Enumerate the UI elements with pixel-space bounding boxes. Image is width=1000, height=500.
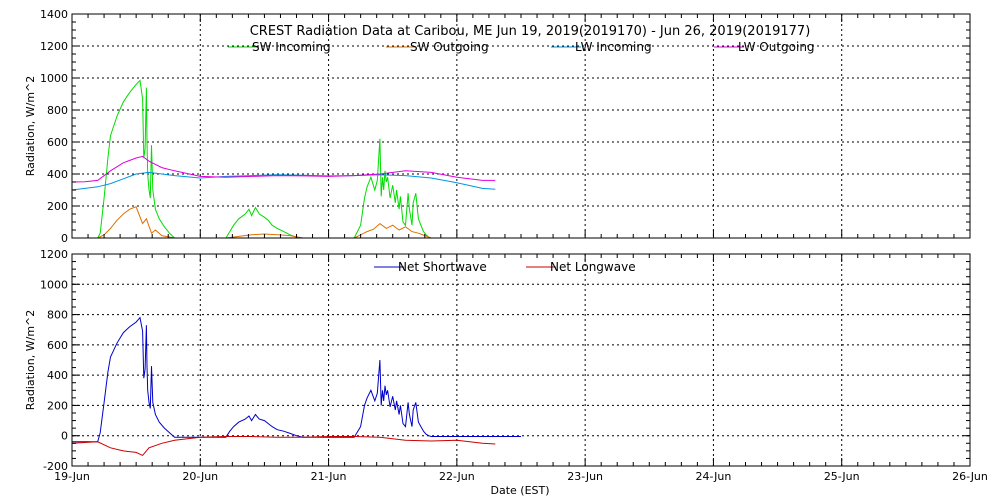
chart-title: CREST Radiation Data at Caribou, ME Jun … bbox=[250, 24, 811, 39]
x-axis-label: Date (EST) bbox=[490, 484, 549, 497]
x-tick-label: 22-Jun bbox=[439, 470, 475, 483]
x-tick-label: 25-Jun bbox=[824, 470, 860, 483]
series-line-sw-outgoing bbox=[72, 206, 521, 239]
x-tick-labels: 19-Jun 20-Jun 21-Jun 22-Jun 23-Jun 24-Jun 25-J… bbox=[54, 470, 988, 483]
legend-entry: SW Incoming bbox=[252, 40, 331, 54]
y-tick-label: 1000 bbox=[40, 72, 68, 85]
bottom-panel-grid bbox=[72, 254, 970, 466]
bottom-y-axis-label: Radiation, W/m^2 bbox=[24, 310, 37, 411]
legend-entry: Net Shortwave bbox=[398, 260, 487, 274]
legend-entry: LW Incoming bbox=[575, 40, 652, 54]
x-tick-label: 26-Jun bbox=[952, 470, 988, 483]
y-tick-label: 200 bbox=[47, 200, 68, 213]
top-panel-grid bbox=[72, 14, 970, 238]
series-line-lw-incoming bbox=[71, 171, 496, 191]
series-line-net-shortwave bbox=[72, 316, 521, 443]
y-tick-label: 1000 bbox=[40, 278, 68, 291]
series-line-net-longwave bbox=[71, 436, 496, 457]
x-tick-label: 20-Jun bbox=[182, 470, 218, 483]
top-y-axis-label: Radiation, W/m^2 bbox=[24, 76, 37, 177]
y-tick-label: 600 bbox=[47, 136, 68, 149]
y-tick-label: 400 bbox=[47, 369, 68, 382]
y-tick-label: 0 bbox=[61, 430, 68, 443]
y-tick-label: -200 bbox=[43, 460, 68, 473]
x-tick-label: 24-Jun bbox=[696, 470, 732, 483]
legend-entry: SW Outgoing bbox=[410, 40, 489, 54]
y-tick-label: 600 bbox=[47, 339, 68, 352]
y-tick-label: 800 bbox=[47, 104, 68, 117]
series-line-lw-outgoing bbox=[71, 155, 496, 183]
legend-entry: LW Outgoing bbox=[738, 40, 815, 54]
y-tick-label: 1200 bbox=[40, 40, 68, 53]
y-tick-label: 1400 bbox=[40, 8, 68, 21]
y-tick-label: 1200 bbox=[40, 248, 68, 261]
top-panel-legend: SW Incoming SW Outgoing LW Incoming LW Outg… bbox=[228, 40, 815, 54]
x-tick-label: 23-Jun bbox=[567, 470, 603, 483]
y-tick-label: 200 bbox=[47, 399, 68, 412]
bottom-panel-series bbox=[71, 316, 521, 457]
top-panel: 0 200 400 600 800 1000 1200 1400 CREST Radiatio… bbox=[24, 8, 971, 245]
top-panel-series bbox=[71, 79, 521, 239]
bottom-panel-legend: Net Shortwave Net Longwave bbox=[374, 260, 636, 274]
series-line-sw-incoming bbox=[72, 79, 521, 239]
bottom-panel-ticks: -200 0 200 400 600 800 1000 1200 bbox=[40, 248, 971, 473]
y-tick-label: 800 bbox=[47, 309, 68, 322]
y-tick-label: 400 bbox=[47, 168, 68, 181]
y-tick-label: 0 bbox=[61, 232, 68, 245]
legend-entry: Net Longwave bbox=[550, 260, 636, 274]
top-panel-ticks: 0 200 400 600 800 1000 1200 1400 bbox=[40, 8, 971, 245]
x-tick-label: 19-Jun bbox=[54, 470, 90, 483]
x-tick-label: 21-Jun bbox=[311, 470, 347, 483]
bottom-panel: -200 0 200 400 600 800 1000 1200 Radiation, W/m… bbox=[24, 248, 988, 497]
